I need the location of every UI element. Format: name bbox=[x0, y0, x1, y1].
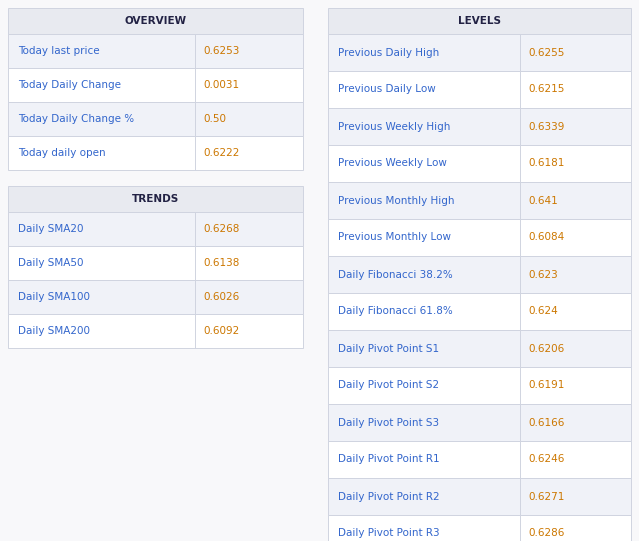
Bar bbox=[328, 71, 631, 108]
Text: Daily Pivot Point S3: Daily Pivot Point S3 bbox=[338, 418, 439, 427]
Text: Previous Daily Low: Previous Daily Low bbox=[338, 84, 436, 95]
Text: Daily Fibonacci 61.8%: Daily Fibonacci 61.8% bbox=[338, 307, 453, 316]
Text: Daily SMA200: Daily SMA200 bbox=[18, 326, 90, 336]
Bar bbox=[8, 136, 303, 170]
Text: 0.6084: 0.6084 bbox=[528, 233, 565, 242]
Text: Previous Daily High: Previous Daily High bbox=[338, 48, 439, 57]
Text: 0.6138: 0.6138 bbox=[203, 258, 240, 268]
Text: 0.6246: 0.6246 bbox=[528, 454, 565, 465]
Bar bbox=[328, 478, 631, 515]
Bar bbox=[328, 108, 631, 145]
Bar bbox=[328, 330, 631, 367]
Text: 0.6222: 0.6222 bbox=[203, 148, 240, 158]
Text: Today last price: Today last price bbox=[18, 46, 100, 56]
Text: 0.6253: 0.6253 bbox=[203, 46, 240, 56]
Bar bbox=[328, 8, 631, 34]
Text: Previous Monthly Low: Previous Monthly Low bbox=[338, 233, 451, 242]
Text: 0.624: 0.624 bbox=[528, 307, 558, 316]
Text: Daily Fibonacci 38.2%: Daily Fibonacci 38.2% bbox=[338, 269, 453, 280]
Text: Daily SMA100: Daily SMA100 bbox=[18, 292, 90, 302]
Bar bbox=[8, 280, 303, 314]
Text: 0.641: 0.641 bbox=[528, 195, 558, 206]
Text: 0.6181: 0.6181 bbox=[528, 159, 565, 168]
Bar bbox=[8, 186, 303, 212]
Text: 0.6206: 0.6206 bbox=[528, 344, 565, 353]
Text: Previous Monthly High: Previous Monthly High bbox=[338, 195, 454, 206]
Text: LEVELS: LEVELS bbox=[458, 16, 501, 26]
Bar bbox=[328, 404, 631, 441]
Bar bbox=[328, 34, 631, 71]
Text: OVERVIEW: OVERVIEW bbox=[125, 16, 187, 26]
Text: Daily SMA50: Daily SMA50 bbox=[18, 258, 84, 268]
Bar bbox=[328, 219, 631, 256]
Text: Daily Pivot Point S1: Daily Pivot Point S1 bbox=[338, 344, 439, 353]
Text: Daily Pivot Point R2: Daily Pivot Point R2 bbox=[338, 492, 440, 502]
Bar bbox=[328, 256, 631, 293]
Text: Daily SMA20: Daily SMA20 bbox=[18, 224, 84, 234]
Text: 0.6215: 0.6215 bbox=[528, 84, 565, 95]
Bar bbox=[8, 246, 303, 280]
Text: 0.6268: 0.6268 bbox=[203, 224, 240, 234]
Text: 0.6026: 0.6026 bbox=[203, 292, 240, 302]
Text: Daily Pivot Point S2: Daily Pivot Point S2 bbox=[338, 380, 439, 391]
Text: 0.6286: 0.6286 bbox=[528, 529, 565, 538]
Bar bbox=[8, 212, 303, 246]
Bar bbox=[328, 182, 631, 219]
Text: 0.6166: 0.6166 bbox=[528, 418, 565, 427]
Text: 0.6339: 0.6339 bbox=[528, 122, 565, 131]
Text: 0.6255: 0.6255 bbox=[528, 48, 565, 57]
Bar bbox=[328, 367, 631, 404]
Bar bbox=[8, 68, 303, 102]
Text: 0.6271: 0.6271 bbox=[528, 492, 565, 502]
Text: Today Daily Change %: Today Daily Change % bbox=[18, 114, 134, 124]
Bar bbox=[328, 441, 631, 478]
Bar bbox=[328, 145, 631, 182]
Text: Previous Weekly Low: Previous Weekly Low bbox=[338, 159, 447, 168]
Bar bbox=[8, 8, 303, 34]
Text: Daily Pivot Point R1: Daily Pivot Point R1 bbox=[338, 454, 440, 465]
Bar bbox=[8, 314, 303, 348]
Bar bbox=[328, 293, 631, 330]
Bar bbox=[8, 34, 303, 68]
Text: Previous Weekly High: Previous Weekly High bbox=[338, 122, 450, 131]
Text: 0.6092: 0.6092 bbox=[203, 326, 240, 336]
Text: 0.0031: 0.0031 bbox=[203, 80, 240, 90]
Text: 0.623: 0.623 bbox=[528, 269, 558, 280]
Text: 0.50: 0.50 bbox=[203, 114, 226, 124]
Text: TRENDS: TRENDS bbox=[132, 194, 179, 204]
Bar bbox=[328, 515, 631, 541]
Text: 0.6191: 0.6191 bbox=[528, 380, 565, 391]
Text: Today daily open: Today daily open bbox=[18, 148, 105, 158]
Text: Daily Pivot Point R3: Daily Pivot Point R3 bbox=[338, 529, 440, 538]
Bar bbox=[8, 102, 303, 136]
Text: Today Daily Change: Today Daily Change bbox=[18, 80, 121, 90]
